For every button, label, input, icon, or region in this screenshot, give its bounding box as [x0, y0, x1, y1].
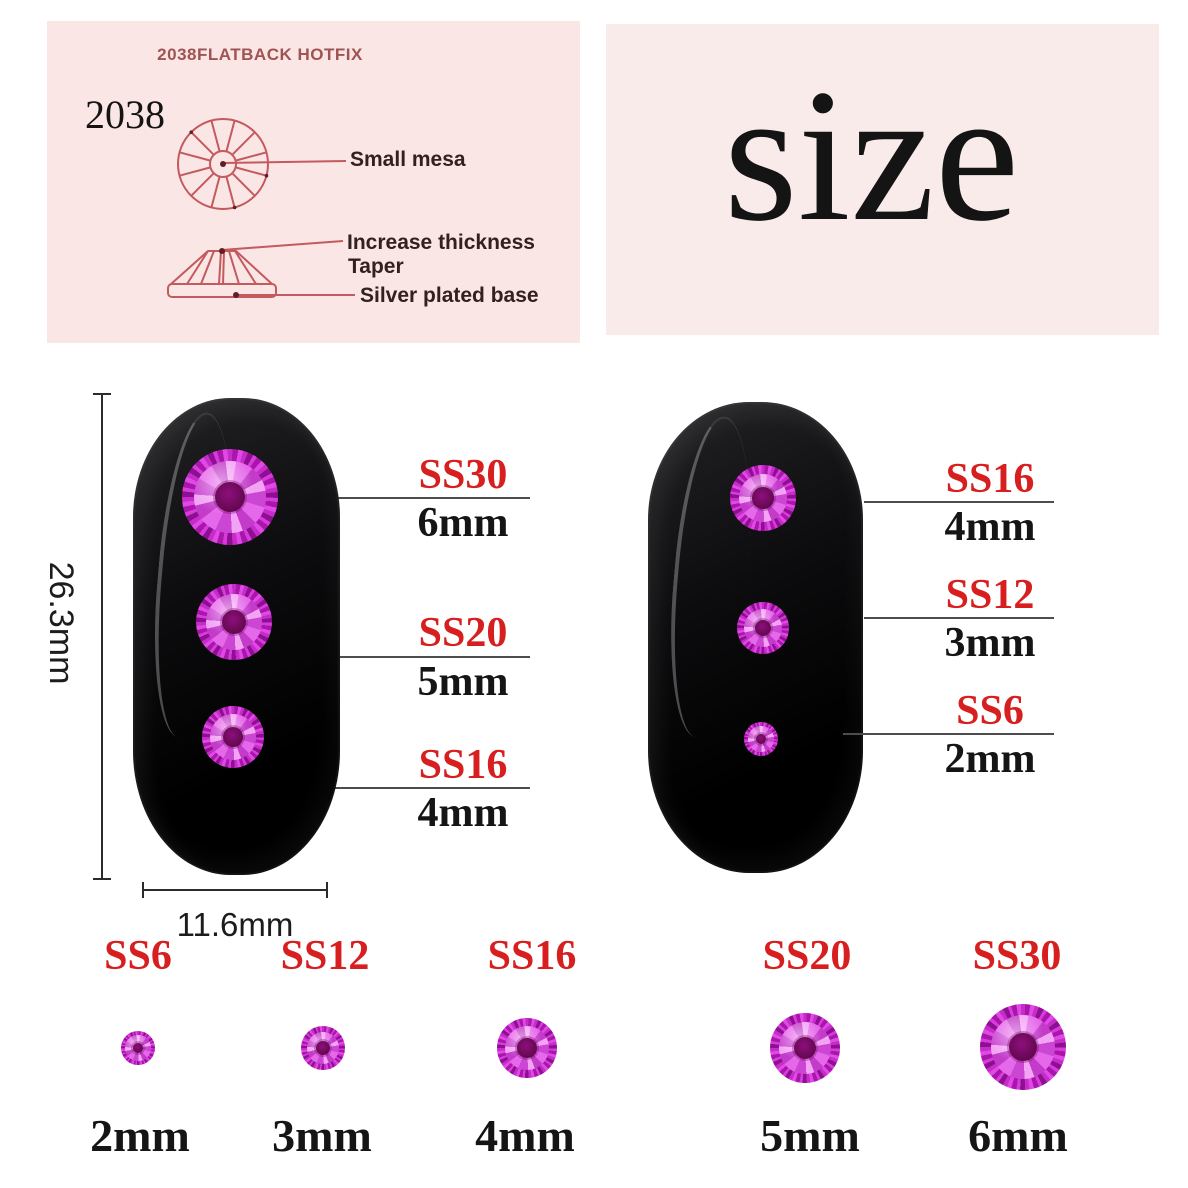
- rhinestone-ss16-sample: [497, 1018, 557, 1078]
- rhinestone-ss6-sample: [121, 1031, 155, 1065]
- increase-thickness-label: Increase thickness: [347, 231, 535, 254]
- rhinestone-ss16-left-nail: [202, 706, 264, 768]
- rhinestone-ss30-sample: [980, 1004, 1066, 1090]
- size-row-ss-label: SS20: [762, 933, 852, 979]
- flatback-diagram: [167, 118, 355, 298]
- small-mesa-label: Small mesa: [350, 148, 466, 171]
- size-row-ss-label: SS16: [487, 933, 577, 979]
- stone-core: [1009, 1033, 1037, 1061]
- stone-core: [755, 733, 767, 745]
- width-dimension-label: 11.6mm: [176, 906, 294, 943]
- size-row-ss-label: SS6: [104, 933, 172, 979]
- stone-core: [132, 1042, 144, 1054]
- stone-core: [315, 1040, 331, 1056]
- callout-mm-label: 6mm: [417, 500, 509, 546]
- width-dimension-line: [142, 882, 328, 898]
- taper-label: Taper: [348, 255, 404, 278]
- size-row-mm-label: 3mm: [272, 1110, 372, 1161]
- callout-mm-label: 2mm: [944, 736, 1036, 782]
- stone-core: [221, 609, 247, 635]
- leader-line: [843, 733, 1054, 735]
- size-row-mm-label: 6mm: [968, 1110, 1068, 1161]
- spec-card-title: 2038FLATBACK HOTFIX: [157, 45, 363, 64]
- leader-line: [864, 617, 1054, 619]
- rhinestone-ss12-right-nail: [737, 602, 789, 654]
- size-row-mm-label: 2mm: [90, 1110, 190, 1161]
- size-row-ss-label: SS12: [280, 933, 370, 979]
- stone-core: [517, 1038, 537, 1058]
- model-number: 2038: [85, 92, 165, 137]
- leader-line: [328, 656, 530, 658]
- size-title: size: [723, 51, 1020, 261]
- callout-ss-label: SS20: [418, 610, 508, 656]
- rhinestone-ss30-left-nail: [182, 449, 278, 545]
- callout-ss-label: SS16: [945, 456, 1035, 502]
- height-dimension-label: 26.3mm: [42, 561, 80, 685]
- height-dimension-line: [93, 393, 111, 880]
- rhinestone-ss20-left-nail: [196, 584, 272, 660]
- rhinestone-ss16-right-nail: [730, 465, 796, 531]
- callout-mm-label: 5mm: [417, 659, 509, 705]
- rhinestone-ss6-right-nail: [744, 722, 778, 756]
- size-card: size: [606, 24, 1159, 335]
- leader-line: [300, 787, 530, 789]
- leader-line: [864, 501, 1054, 503]
- callout-ss-label: SS12: [945, 572, 1035, 618]
- stone-core: [214, 481, 246, 513]
- callout-mm-label: 3mm: [944, 620, 1036, 666]
- rhinestone-ss12-sample: [301, 1026, 345, 1070]
- callout-mm-label: 4mm: [944, 504, 1036, 550]
- stone-core: [793, 1036, 817, 1060]
- callout-ss-label: SS6: [956, 688, 1024, 734]
- spec-card: 2038FLATBACK HOTFIX 2038 Small mesa Incr…: [47, 21, 580, 343]
- nail-gloss-highlight: [659, 413, 761, 741]
- leader-line: [330, 497, 530, 499]
- callout-mm-label: 4mm: [417, 790, 509, 836]
- rhinestone-ss20-sample: [770, 1013, 840, 1083]
- size-row-ss-label: SS30: [972, 933, 1062, 979]
- stone-core: [754, 619, 772, 637]
- silver-plated-base-label: Silver plated base: [360, 284, 539, 307]
- size-row-mm-label: 5mm: [760, 1110, 860, 1161]
- callout-ss-label: SS30: [418, 452, 508, 498]
- size-row-mm-label: 4mm: [475, 1110, 575, 1161]
- stone-core: [752, 487, 774, 509]
- callout-ss-label: SS16: [418, 742, 508, 788]
- stone-core: [223, 727, 243, 747]
